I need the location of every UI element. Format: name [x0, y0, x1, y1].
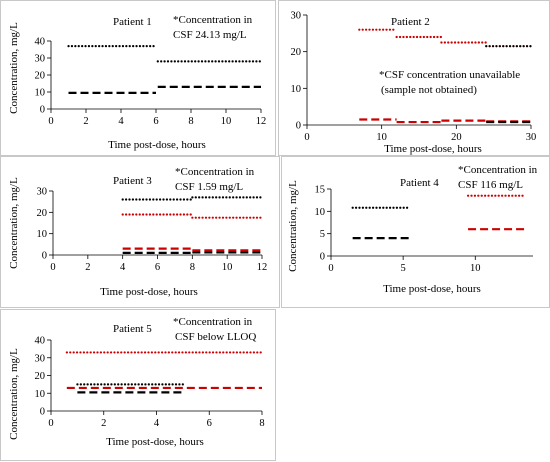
x-tick-label: 10	[376, 132, 387, 143]
y-tick-label: 30	[37, 187, 48, 198]
csf-note-line-2: CSF 1.59 mg/L	[175, 181, 243, 193]
x-tick-label: 6	[207, 418, 212, 429]
x-tick-label: 0	[328, 263, 333, 274]
csf-note-line-1: *CSF concentration unavailable	[379, 69, 520, 81]
y-tick-label: 30	[291, 11, 302, 22]
x-tick-label: 0	[48, 418, 53, 429]
y-axis-title: Concentration, mg/L	[8, 22, 20, 114]
x-tick-label: 4	[154, 418, 160, 429]
x-tick-label: 10	[222, 262, 233, 273]
csf-note-line-1: *Concentration in	[458, 164, 538, 176]
y-tick-label: 0	[320, 252, 325, 263]
x-tick-label: 4	[120, 262, 126, 273]
chart-svg-patient-5: Patient 5 *Concentration in CSF below LL…	[8, 316, 265, 448]
csf-note-line-1: *Concentration in	[173, 316, 253, 328]
x-tick-label: 30	[526, 132, 537, 143]
x-tick-label: 2	[101, 418, 106, 429]
x-tick-label: 10	[221, 116, 232, 127]
chart-panel-patient-3: Patient 3 *Concentration in CSF 1.59 mg/…	[0, 156, 280, 308]
y-tick-label: 0	[296, 121, 301, 132]
y-axis-title: Concentration, mg/L	[8, 177, 20, 269]
y-tick-label: 30	[35, 54, 46, 65]
y-tick-label: 20	[291, 47, 302, 58]
csf-note-line-2: (sample not obtained)	[381, 84, 477, 96]
y-tick-label: 20	[35, 71, 46, 82]
panel-title: Patient 5	[113, 323, 152, 335]
y-tick-label: 10	[315, 207, 326, 218]
x-tick-label: 0	[48, 116, 53, 127]
y-tick-label: 30	[35, 353, 46, 364]
x-tick-label: 0	[304, 132, 309, 143]
x-tick-label: 6	[153, 116, 158, 127]
x-tick-label: 20	[451, 132, 462, 143]
x-tick-label: 0	[50, 262, 55, 273]
x-tick-label: 4	[118, 116, 124, 127]
y-tick-label: 20	[35, 371, 46, 382]
chart-panel-patient-2: Patient 2 *CSF concentration unavailable…	[278, 0, 550, 156]
y-tick-label: 15	[315, 185, 326, 196]
x-tick-label: 5	[401, 263, 406, 274]
y-tick-label: 5	[320, 229, 325, 240]
x-tick-label: 12	[256, 116, 267, 127]
chart-panel-patient-4: Patient 4 *Concentration in CSF 116 mg/L…	[281, 156, 550, 308]
panel-title: Patient 3	[113, 175, 152, 187]
x-tick-label: 12	[257, 262, 268, 273]
y-tick-label: 20	[37, 208, 48, 219]
panel-title: Patient 4	[400, 177, 439, 189]
csf-note-line-2: CSF 116 mg/L	[458, 179, 523, 191]
csf-note-line-2: CSF below LLOQ	[175, 331, 256, 343]
y-tick-label: 10	[37, 229, 48, 240]
x-tick-label: 8	[190, 262, 195, 273]
chart-svg-patient-3: Patient 3 *Concentration in CSF 1.59 mg/…	[8, 166, 268, 298]
x-axis-title: Time post-dose, hours	[383, 283, 481, 295]
y-tick-label: 40	[35, 336, 46, 347]
y-tick-label: 0	[40, 407, 45, 418]
y-tick-label: 0	[42, 251, 47, 262]
x-axis-title: Time post-dose, hours	[100, 286, 198, 298]
x-tick-label: 10	[470, 263, 481, 274]
x-tick-label: 8	[259, 418, 264, 429]
y-tick-label: 0	[40, 105, 45, 116]
csf-note-line-2: CSF 24.13 mg/L	[173, 29, 247, 41]
y-tick-label: 10	[291, 84, 302, 95]
chart-svg-patient-2: Patient 2 *CSF concentration unavailable…	[291, 11, 537, 156]
chart-svg-patient-4: Patient 4 *Concentration in CSF 116 mg/L…	[287, 164, 538, 295]
csf-note-line-1: *Concentration in	[173, 14, 253, 26]
csf-note-line-1: *Concentration in	[175, 166, 255, 178]
x-tick-label: 8	[188, 116, 193, 127]
y-axis-title: Concentration, mg/L	[8, 348, 20, 440]
panel-title: Patient 2	[391, 16, 430, 28]
y-tick-label: 10	[35, 88, 46, 99]
chart-panel-patient-5: Patient 5 *Concentration in CSF below LL…	[0, 309, 276, 461]
panel-title: Patient 1	[113, 16, 152, 28]
x-tick-label: 2	[85, 262, 90, 273]
x-tick-label: 2	[83, 116, 88, 127]
y-axis-title: Concentration, mg/L	[287, 180, 299, 272]
x-axis-title: Time post-dose, hours	[108, 139, 206, 151]
x-axis-title: Time post-dose, hours	[384, 143, 482, 155]
chart-panel-patient-1: Patient 1 *Concentration in CSF 24.13 mg…	[0, 0, 276, 156]
chart-svg-patient-1: Patient 1 *Concentration in CSF 24.13 mg…	[8, 14, 267, 151]
y-tick-label: 40	[35, 37, 46, 48]
x-tick-label: 6	[155, 262, 160, 273]
y-tick-label: 10	[35, 389, 46, 400]
x-axis-title: Time post-dose, hours	[106, 436, 204, 448]
